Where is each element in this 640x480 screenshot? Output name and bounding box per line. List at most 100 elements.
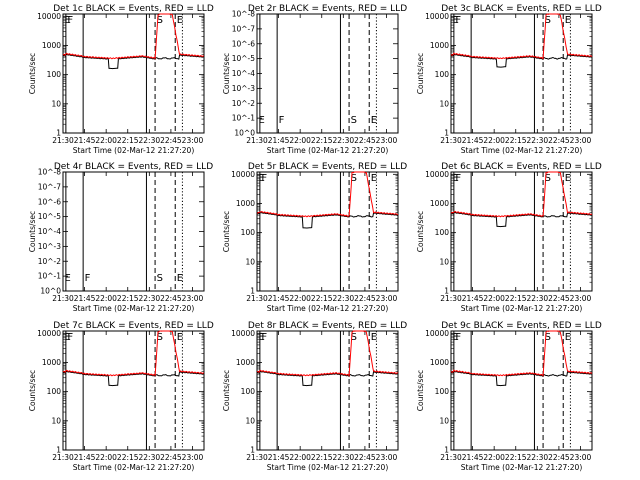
- panel-title: Det 2r BLACK = Events, RED = LLD: [248, 4, 407, 14]
- lld-series: [257, 171, 399, 218]
- x-tick-label: 21:30: [52, 294, 74, 303]
- x-axis-label: Start Time (02-Mar-12 21:27:20): [461, 463, 583, 472]
- x-tick-label: 23:00: [182, 294, 204, 303]
- x-tick-label: 21:45: [462, 453, 484, 462]
- marker-label: E: [565, 332, 571, 343]
- x-tick-label: 22:00: [95, 294, 117, 303]
- marker-label: S: [351, 115, 357, 126]
- y-tick-label: 1000: [430, 199, 449, 208]
- x-tick-label: 22:45: [160, 136, 182, 145]
- marker-label: E: [453, 173, 459, 184]
- x-tick-label: 21:45: [462, 294, 484, 303]
- x-tick-label: 22:30: [333, 136, 355, 145]
- marker-label: E: [371, 332, 377, 343]
- marker-label: S: [351, 173, 357, 184]
- x-tick-label: 21:30: [440, 453, 462, 462]
- y-tick-label: 10000: [37, 329, 61, 338]
- events-series: [257, 370, 399, 387]
- y-axis-label: Counts/sec: [222, 211, 231, 252]
- x-axis-label: Start Time (02-Mar-12 21:27:20): [73, 463, 195, 472]
- x-tick-label: 22:15: [117, 294, 139, 303]
- y-tick-label: 10: [245, 257, 255, 266]
- x-tick-label: 23:00: [570, 136, 592, 145]
- x-tick-label: 21:30: [246, 136, 268, 145]
- y-tick-label: 1: [444, 287, 449, 296]
- y-tick-label: 10^-2: [232, 99, 256, 108]
- x-tick-label: 23:00: [570, 294, 592, 303]
- x-tick-label: 22:30: [333, 453, 355, 462]
- y-tick-label: 10^-3: [232, 84, 256, 93]
- y-tick-label: 10^-2: [38, 257, 62, 266]
- y-tick-label: 100: [435, 387, 450, 396]
- y-axis-label: Counts/sec: [416, 53, 425, 94]
- panel-det-5: Det 5r BLACK = Events, RED = LLD 1 10 100 10…: [222, 162, 407, 313]
- y-axis-label: Counts/sec: [28, 211, 37, 252]
- x-tick-label: 22:00: [483, 136, 505, 145]
- panel-title: Det 1c BLACK = Events, RED = LLD: [53, 4, 214, 14]
- x-tick-label: 22:00: [289, 294, 311, 303]
- panel-title: Det 9c BLACK = Events, RED = LLD: [441, 321, 602, 331]
- events-series: [62, 53, 204, 70]
- plot-frame: [62, 330, 205, 451]
- y-tick-label: 10^-5: [38, 212, 62, 221]
- lld-series: [62, 13, 204, 60]
- x-tick-label: 22:00: [289, 453, 311, 462]
- x-tick-label: 21:30: [52, 136, 74, 145]
- x-tick-label: 21:45: [268, 294, 290, 303]
- panel-det-2: Det 2r BLACK = Events, RED = LLD 10^0 10^-…: [222, 4, 407, 155]
- marker-label: E: [453, 15, 459, 26]
- x-tick-label: 22:00: [289, 136, 311, 145]
- marker-label: E: [371, 173, 377, 184]
- y-tick-label: 100: [47, 387, 62, 396]
- x-tick-label: 22:30: [139, 294, 161, 303]
- x-tick-label: 22:30: [527, 294, 549, 303]
- x-tick-label: 22:45: [548, 136, 570, 145]
- x-tick-label: 21:45: [74, 294, 96, 303]
- y-tick-label: 10^0: [40, 287, 61, 296]
- x-tick-label: 23:00: [376, 136, 398, 145]
- x-tick-label: 22:45: [354, 453, 376, 462]
- x-tick-label: 22:15: [505, 136, 527, 145]
- x-axis-label: Start Time (02-Mar-12 21:27:20): [73, 146, 195, 155]
- y-tick-label: 10^-1: [38, 272, 62, 281]
- x-tick-label: 22:15: [311, 136, 333, 145]
- x-tick-label: 21:45: [268, 453, 290, 462]
- marker-label: F: [67, 332, 73, 343]
- y-tick-label: 10^0: [234, 129, 255, 138]
- y-tick-label: 10^-8: [232, 10, 256, 19]
- panel-det-9: Det 9c BLACK = Events, RED = LLD 1 10 100 10…: [416, 321, 602, 472]
- y-tick-label: 10: [439, 257, 449, 266]
- y-tick-label: 1: [56, 446, 61, 455]
- plot-frame: [256, 171, 399, 292]
- panel-title: Det 5r BLACK = Events, RED = LLD: [248, 162, 407, 172]
- y-tick-label: 1: [444, 129, 449, 138]
- plot-frame: [450, 171, 593, 292]
- x-tick-label: 22:45: [160, 294, 182, 303]
- y-axis-label: Counts/sec: [416, 370, 425, 411]
- y-tick-label: 100: [435, 70, 450, 79]
- y-tick-label: 10000: [37, 12, 61, 21]
- x-axis-label: Start Time (02-Mar-12 21:27:20): [73, 304, 195, 313]
- panel-det-1: Det 1c BLACK = Events, RED = LLD 1 10 100 10…: [28, 4, 214, 155]
- y-tick-label: 10000: [231, 170, 255, 179]
- x-tick-label: 22:15: [311, 453, 333, 462]
- x-axis-label: Start Time (02-Mar-12 21:27:20): [267, 304, 389, 313]
- y-tick-label: 100: [47, 70, 62, 79]
- x-tick-label: 22:30: [527, 453, 549, 462]
- y-tick-label: 1000: [236, 358, 255, 367]
- marker-label: E: [65, 273, 71, 284]
- x-tick-label: 22:45: [354, 294, 376, 303]
- lld-series: [450, 13, 593, 60]
- lld-series: [450, 330, 593, 377]
- y-tick-label: 10: [245, 416, 255, 425]
- events-series: [450, 211, 593, 228]
- y-tick-label: 10: [51, 416, 61, 425]
- marker-label: E: [259, 332, 265, 343]
- x-tick-label: 21:30: [246, 453, 268, 462]
- x-tick-label: 22:45: [548, 294, 570, 303]
- marker-label: E: [565, 173, 571, 184]
- y-tick-label: 10: [439, 416, 449, 425]
- events-series: [450, 53, 593, 68]
- x-tick-label: 22:00: [95, 453, 117, 462]
- y-tick-label: 10^-7: [232, 24, 256, 33]
